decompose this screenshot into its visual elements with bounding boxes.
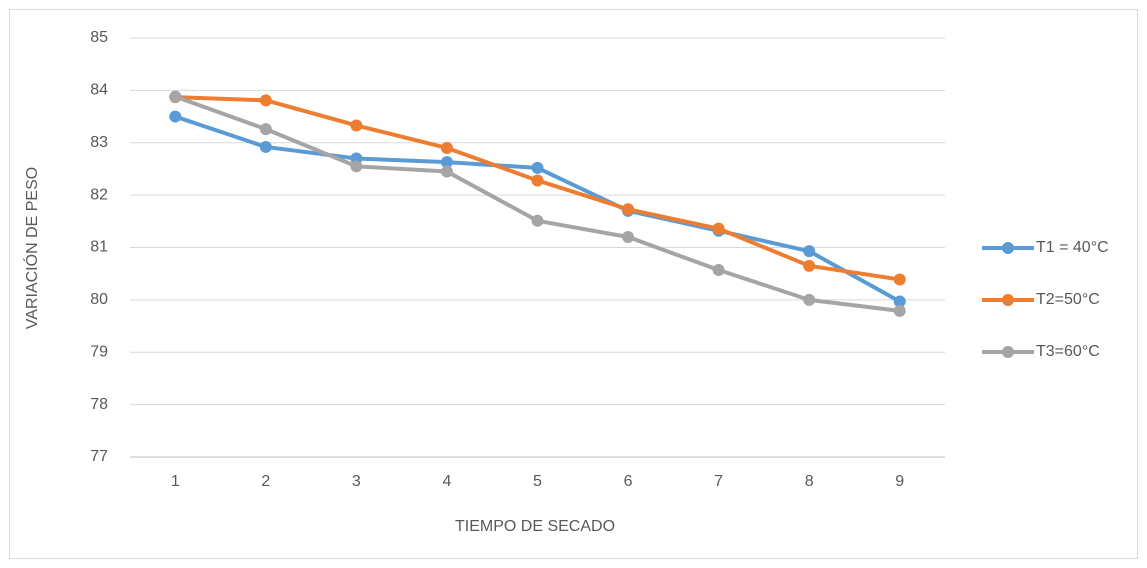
x-tick-label: 1 xyxy=(171,473,180,490)
legend-marker xyxy=(1002,346,1014,358)
legend-label: T1 = 40°C xyxy=(1036,239,1109,256)
point xyxy=(531,174,544,187)
point xyxy=(440,141,453,154)
point xyxy=(350,119,363,132)
y-tick-label: 82 xyxy=(90,186,108,203)
y-axis-label: VARIACIÓN DE PESO xyxy=(22,167,41,329)
point xyxy=(893,304,906,317)
point xyxy=(622,203,635,216)
x-tick-label: 2 xyxy=(261,473,270,490)
y-tick-label: 79 xyxy=(90,343,108,360)
x-tick-label: 7 xyxy=(714,473,723,490)
legend-marker xyxy=(1002,242,1014,254)
y-tick-label: 81 xyxy=(90,239,108,256)
point xyxy=(712,222,725,235)
point xyxy=(803,245,816,258)
x-tick-label: 4 xyxy=(442,473,451,490)
point xyxy=(531,161,544,174)
point xyxy=(893,273,906,286)
y-tick-label: 80 xyxy=(90,291,108,308)
point xyxy=(531,214,544,227)
point xyxy=(803,259,816,272)
point xyxy=(622,231,635,244)
y-tick-label: 83 xyxy=(90,134,108,151)
y-tick-label: 84 xyxy=(90,82,108,99)
point xyxy=(803,293,816,306)
point xyxy=(440,156,453,169)
x-tick-label: 6 xyxy=(624,473,633,490)
point xyxy=(259,94,272,107)
x-tick-label: 5 xyxy=(533,473,542,490)
y-tick-label: 85 xyxy=(90,29,108,46)
legend-label: T3=60°C xyxy=(1036,343,1100,360)
x-tick-label: 8 xyxy=(805,473,814,490)
legend-marker xyxy=(1002,294,1014,306)
point xyxy=(893,295,906,308)
chart-border xyxy=(9,9,1138,559)
y-tick-label: 77 xyxy=(90,448,108,465)
point xyxy=(259,140,272,153)
point xyxy=(712,264,725,277)
point xyxy=(440,165,453,178)
x-tick-label: 9 xyxy=(895,473,904,490)
point xyxy=(169,110,182,123)
x-tick-label: 3 xyxy=(352,473,361,490)
point xyxy=(259,123,272,136)
point xyxy=(169,90,182,103)
point xyxy=(350,160,363,173)
legend-label: T2=50°C xyxy=(1036,291,1100,308)
x-axis-label: TIEMPO DE SECADO xyxy=(455,518,615,535)
y-tick-label: 78 xyxy=(90,396,108,413)
